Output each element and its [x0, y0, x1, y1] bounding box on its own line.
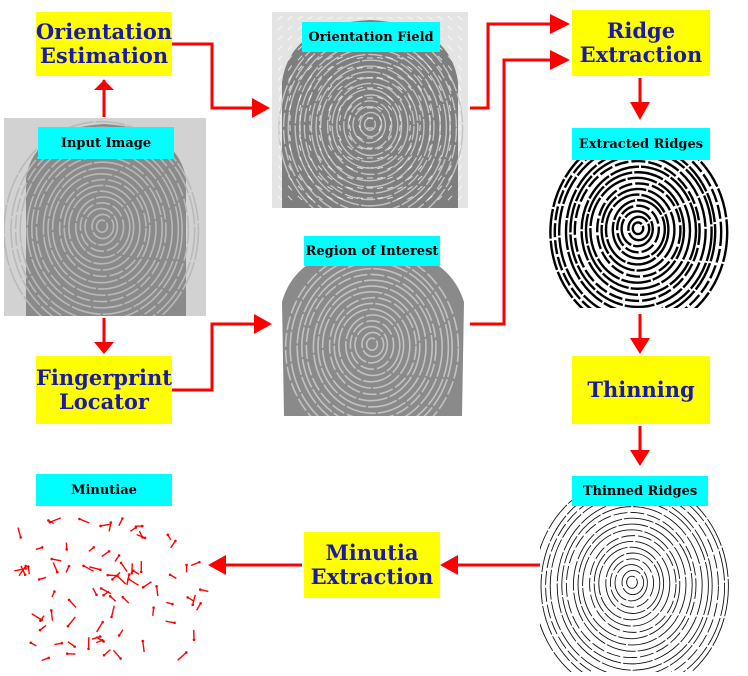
minutia-mark [41, 656, 51, 662]
minutia-mark [92, 587, 98, 597]
minutia-mark [111, 571, 121, 581]
minutia-mark [190, 560, 201, 567]
minutia-mark [166, 601, 174, 606]
minutia-mark [35, 546, 44, 551]
minutia-mark [18, 564, 28, 577]
minutia-mark [165, 620, 176, 625]
minutia-mark [65, 652, 76, 655]
minutia-mark [91, 635, 102, 640]
thinned-ridges-label: Thinned Ridges [572, 476, 708, 506]
minutia-mark [102, 649, 111, 657]
minutia-mark [112, 649, 122, 660]
minutia-mark [118, 517, 124, 527]
minutia-mark [192, 629, 196, 642]
minutia-mark [67, 641, 76, 648]
minutia-mark [52, 562, 59, 574]
minutia-mark [50, 557, 62, 562]
minutia-mark [82, 564, 95, 572]
minutia-mark [168, 573, 177, 580]
orientation-estimation-box: Orientation Estimation [36, 12, 172, 76]
minutia-mark [129, 526, 138, 532]
minutia-mark [177, 651, 188, 661]
minutia-mark [51, 590, 56, 598]
minutiae-image [8, 505, 218, 670]
minutia-mark [198, 588, 209, 593]
thinning-box: Thinning [572, 356, 710, 424]
minutia-mark [101, 550, 111, 558]
minutia-mark [127, 577, 139, 586]
minutia-mark [155, 585, 159, 597]
minutia-mark [88, 546, 96, 552]
minutia-mark [87, 637, 90, 651]
minutia-mark [89, 566, 102, 571]
minutia-mark [37, 576, 47, 581]
arrow-locator-to-roi [172, 322, 266, 392]
minutia-mark [138, 530, 144, 539]
minutia-mark [27, 565, 30, 575]
minutia-mark [29, 641, 37, 647]
minutia-mark [67, 598, 77, 608]
minutia-mark [99, 523, 110, 528]
minutia-mark [65, 564, 71, 573]
minutia-mark [117, 629, 124, 637]
minutia-extraction-box: Minutia Extraction [304, 532, 440, 598]
minutia-mark [96, 638, 104, 644]
region-of-interest-label: Region of Interest [304, 236, 440, 266]
minutia-mark [141, 639, 145, 653]
minutia-mark [47, 519, 55, 525]
minutia-mark [96, 620, 104, 633]
extracted-ridges-label: Extracted Ridges [572, 128, 710, 160]
minutia-mark [38, 624, 47, 632]
minutia-mark [141, 581, 152, 589]
minutia-mark [108, 521, 113, 532]
minutia-mark [65, 542, 68, 551]
minutia-mark [108, 595, 117, 602]
input-fingerprint-graphic [4, 120, 200, 316]
minutia-mark [78, 517, 90, 524]
arrow-estimation-to-field [172, 42, 264, 110]
minutia-mark [110, 605, 115, 619]
minutia-mark [66, 616, 76, 628]
arrow-field-to-ridge [470, 22, 562, 110]
minutia-mark [139, 561, 143, 574]
orientation-field-label: Orientation Field [302, 22, 440, 52]
minutia-mark [152, 606, 155, 616]
orientation-field-graphic [277, 15, 464, 208]
minutia-mark [102, 590, 110, 597]
minutia-mark [50, 609, 54, 621]
minutia-mark [114, 554, 121, 562]
minutia-mark [186, 596, 195, 602]
minutiae-graphic [14, 517, 209, 662]
minutia-mark [170, 539, 177, 549]
minutia-mark [48, 517, 62, 524]
minutia-mark [17, 527, 22, 539]
minutia-mark [191, 594, 196, 607]
minutia-mark [99, 587, 112, 595]
minutia-mark [54, 641, 64, 646]
minutia-mark [31, 613, 44, 622]
minutia-mark [166, 533, 172, 541]
minutia-mark [131, 569, 140, 575]
minutia-mark [116, 574, 127, 585]
fingerprint-locator-box: Fingerprint Locator [36, 356, 172, 424]
minutia-mark [134, 524, 144, 528]
minutia-mark [196, 602, 202, 611]
minutia-mark [130, 563, 134, 575]
ridge-extraction-box: Ridge Extraction [572, 10, 710, 76]
minutia-mark [119, 561, 128, 573]
input-image-label: Input Image [38, 127, 174, 159]
minutia-mark [185, 563, 188, 573]
minutia-mark [121, 595, 130, 604]
minutiae-label: Minutiae [36, 474, 172, 506]
